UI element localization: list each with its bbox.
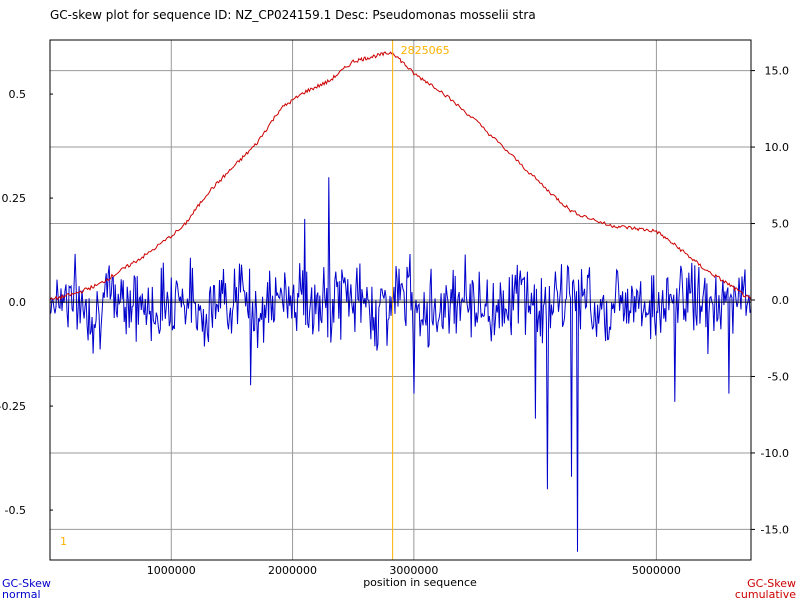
- right-axis-name-1: GC-Skew: [747, 577, 796, 590]
- x-axis-label: position in sequence: [363, 576, 477, 589]
- x-tick-label: 5000000: [632, 564, 681, 577]
- left-tick-label: 0.25: [2, 192, 27, 205]
- normal-skew-line: [49, 177, 752, 552]
- cumulative-skew-line: [49, 51, 752, 301]
- left-axis-name-2: normal: [2, 588, 41, 600]
- axes: 1000000 2000000 3000000 500000015.010.05.00…: [0, 39, 790, 577]
- right-tick-label: -10.0: [761, 447, 789, 460]
- right-tick-label: -5.0: [768, 370, 789, 383]
- chart-title: GC-skew plot for sequence ID: NZ_CP02415…: [50, 8, 536, 22]
- grid: [50, 40, 751, 560]
- right-axis-name-2: cumulative: [735, 588, 796, 600]
- left-axis-name-1: GC-Skew: [2, 577, 51, 590]
- markers: 2825065 1: [60, 40, 450, 560]
- right-tick-label: 0.0: [772, 294, 790, 307]
- origin-label: 1: [60, 535, 67, 548]
- x-tick-label: 1000000: [147, 564, 196, 577]
- left-tick-label: -0.5: [5, 504, 26, 517]
- right-tick-label: 5.0: [772, 218, 790, 231]
- plot-frame: [49, 39, 752, 561]
- series-cumulative-skew: [49, 51, 752, 301]
- left-tick-label: 0.5: [9, 88, 27, 101]
- left-tick-label: 0.0: [9, 296, 27, 309]
- max-position-label: 2825065: [401, 44, 450, 57]
- right-tick-label: -15.0: [761, 523, 789, 536]
- left-tick-label: -0.25: [0, 400, 26, 413]
- right-tick-label: 15.0: [765, 65, 790, 78]
- right-tick-label: 10.0: [765, 141, 790, 154]
- series-normal-skew: [49, 177, 752, 552]
- x-tick-label: 2000000: [268, 564, 317, 577]
- x-tick-label: 3000000: [389, 564, 438, 577]
- axis-labels: position in sequence GC-Skew normal GC-S…: [2, 576, 796, 600]
